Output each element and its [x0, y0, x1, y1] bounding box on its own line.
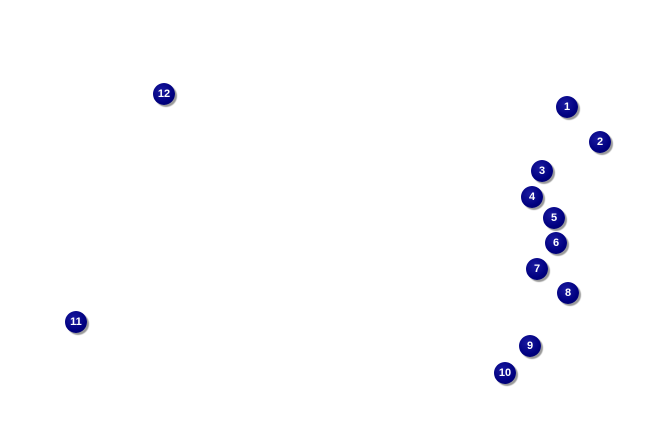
map-marker-12[interactable]: 12 [153, 83, 175, 105]
map-marker-5[interactable]: 5 [543, 207, 565, 229]
map-marker-7[interactable]: 7 [526, 258, 548, 280]
map-marker-3[interactable]: 3 [531, 160, 553, 182]
map-marker-8[interactable]: 8 [557, 282, 579, 304]
map-marker-1[interactable]: 1 [556, 96, 578, 118]
map-marker-2[interactable]: 2 [589, 131, 611, 153]
map-marker-9[interactable]: 9 [519, 335, 541, 357]
map-marker-4[interactable]: 4 [521, 186, 543, 208]
map-marker-6[interactable]: 6 [545, 232, 567, 254]
map-marker-10[interactable]: 10 [494, 362, 516, 384]
map-marker-11[interactable]: 11 [65, 311, 87, 333]
